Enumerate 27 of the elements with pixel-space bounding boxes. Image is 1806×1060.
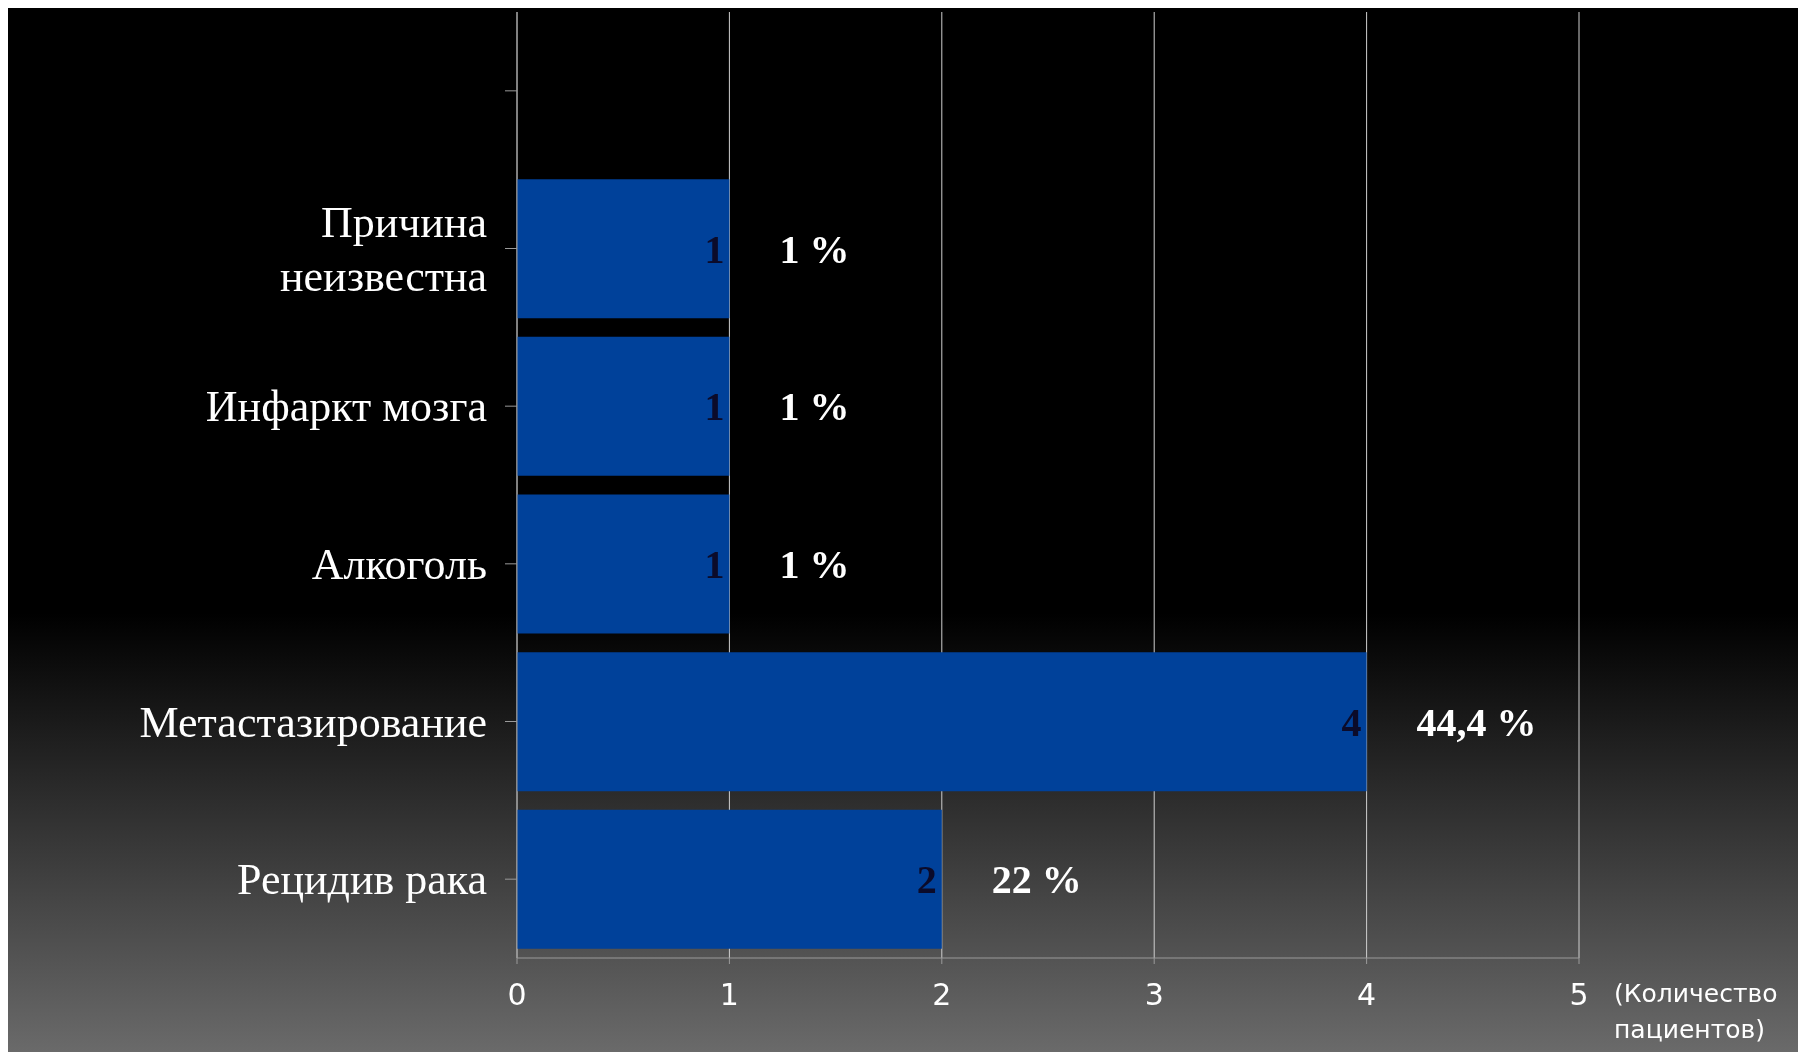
annotation: 22 % xyxy=(991,857,1082,903)
annotation: 1 % xyxy=(779,542,850,588)
data-label: 4 xyxy=(1341,699,1362,745)
x-tick-label: 5 xyxy=(1569,977,1589,1013)
annotation: 1 % xyxy=(779,226,850,272)
x-tick-label: 3 xyxy=(1144,977,1164,1013)
bar xyxy=(517,179,730,319)
x-tick-label: 4 xyxy=(1357,977,1377,1013)
data-label: 1 xyxy=(704,226,725,272)
data-label: 2 xyxy=(916,857,937,903)
bar xyxy=(517,494,730,634)
y-tick-label: Причина неизвестна xyxy=(280,197,487,301)
y-tick-label: Метастазирование xyxy=(139,697,487,747)
annotation: 1 % xyxy=(779,384,850,430)
data-label: 1 xyxy=(704,542,725,588)
bar xyxy=(517,652,1367,792)
bar xyxy=(517,809,942,949)
y-tick-label: Рецидив рака xyxy=(237,855,487,905)
data-label: 1 xyxy=(704,384,725,430)
x-axis-title: (Количество пациентов) xyxy=(1614,978,1779,1046)
annotation: 44,4 % xyxy=(1416,699,1537,745)
x-tick-label: 1 xyxy=(719,977,739,1013)
x-tick-label: 0 xyxy=(507,977,527,1013)
y-tick-label: Инфаркт мозга xyxy=(205,382,487,432)
bar xyxy=(517,336,730,476)
y-tick-label: Алкоголь xyxy=(311,539,487,589)
x-tick-label: 2 xyxy=(932,977,952,1013)
